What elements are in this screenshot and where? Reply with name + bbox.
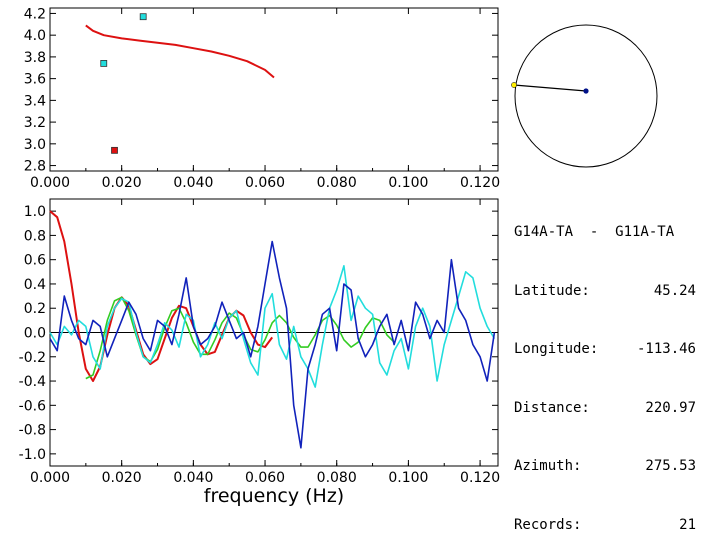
info-label: Records: bbox=[514, 516, 582, 533]
source-station-marker bbox=[511, 82, 517, 88]
x-tick-label: 0.020 bbox=[102, 175, 142, 191]
info-label: Distance: bbox=[514, 399, 590, 416]
info-label: Azimuth: bbox=[514, 458, 582, 474]
y-tick-label: 2.8 bbox=[24, 159, 46, 175]
station-pair: G14A-TA - G11A-TA bbox=[514, 224, 675, 240]
y-tick-label: 0.2 bbox=[24, 301, 46, 317]
x-tick-label: 0.100 bbox=[388, 175, 428, 191]
x-tick-label: 0.100 bbox=[388, 470, 428, 486]
series-line-red bbox=[49, 210, 274, 382]
series-line-blue bbox=[49, 240, 496, 449]
x-tick-label: 0.020 bbox=[102, 470, 142, 486]
y-tick-label: -1.0 bbox=[19, 447, 46, 463]
data-point bbox=[111, 146, 118, 154]
y-tick-label: 0.6 bbox=[24, 253, 46, 269]
data-point bbox=[139, 13, 147, 21]
series-line-red bbox=[85, 24, 275, 79]
y-tick-label: 0.4 bbox=[24, 277, 46, 293]
top-chart: 0.000 0.020 0.040 0.060 0.080 0.100 0.120 2.8 3.… bbox=[24, 6, 500, 191]
x-tick-label: 0.080 bbox=[317, 470, 357, 486]
x-axis-label: frequency (Hz) bbox=[204, 485, 344, 507]
y-tick-label: 4.0 bbox=[24, 28, 46, 44]
info-row-longitude: Longitude: -113.46 bbox=[514, 340, 696, 360]
x-tick-label: 0.000 bbox=[30, 470, 70, 486]
series-line-green bbox=[85, 296, 395, 380]
info-value: -113.46 bbox=[636, 341, 696, 357]
info-value: 275.53 bbox=[645, 458, 696, 474]
path-line bbox=[513, 84, 587, 92]
info-label: Longitude: bbox=[514, 341, 599, 357]
bottom-chart: 0.000 0.020 0.040 0.060 0.080 0.100 0.120 1.0 0.… bbox=[19, 198, 500, 507]
y-tick-label: 0.0 bbox=[24, 326, 46, 342]
y-tick-label: 3.8 bbox=[24, 50, 46, 66]
y-tick-label: 3.4 bbox=[24, 93, 46, 109]
x-tick-label: 0.080 bbox=[317, 175, 357, 191]
chart-figure: 0.000 0.020 0.040 0.060 0.080 0.100 0.120 2.8 3.… bbox=[19, 6, 658, 507]
y-tick-label: 1.0 bbox=[24, 204, 46, 220]
x-tick-label: 0.000 bbox=[30, 175, 70, 191]
x-tick-label: 0.060 bbox=[245, 470, 285, 486]
y-tick-label: 3.2 bbox=[24, 115, 46, 131]
info-label: Latitude: bbox=[514, 282, 590, 299]
plot-frame bbox=[49, 7, 499, 172]
station-info-panel: G14A-TA - G11A-TA Latitude: 45.24 Longit… bbox=[514, 184, 696, 555]
info-value: 45.24 bbox=[653, 282, 696, 299]
y-tick-label: 3.6 bbox=[24, 72, 46, 88]
y-tick-label: -0.8 bbox=[19, 423, 46, 439]
info-row-records: Records: 21 bbox=[514, 516, 696, 536]
x-tick-label: 0.120 bbox=[460, 175, 500, 191]
y-tick-label: -0.4 bbox=[19, 374, 46, 390]
x-tick-label: 0.060 bbox=[245, 175, 285, 191]
info-row-distance: Distance: 220.97 bbox=[514, 399, 696, 419]
info-value: 220.97 bbox=[645, 399, 696, 416]
x-tick-label: 0.120 bbox=[460, 470, 500, 486]
y-tick-label: 3.0 bbox=[24, 137, 46, 153]
info-row-azimuth: Azimuth: 275.53 bbox=[514, 457, 696, 477]
data-point bbox=[100, 60, 108, 67]
y-tick-label: -0.2 bbox=[19, 350, 46, 366]
y-tick-label: 4.2 bbox=[24, 6, 46, 22]
x-tick-label: 0.040 bbox=[173, 470, 213, 486]
receiver-station-marker bbox=[583, 88, 589, 94]
info-row-latitude: Latitude: 45.24 bbox=[514, 282, 696, 302]
series-line-cyan bbox=[49, 264, 496, 388]
info-value: 21 bbox=[679, 516, 696, 533]
y-tick-label: -0.6 bbox=[19, 398, 46, 414]
x-tick-label: 0.040 bbox=[173, 175, 213, 191]
y-tick-label: 0.8 bbox=[24, 228, 46, 244]
azimuth-map bbox=[511, 24, 658, 168]
map-circle bbox=[514, 24, 658, 168]
